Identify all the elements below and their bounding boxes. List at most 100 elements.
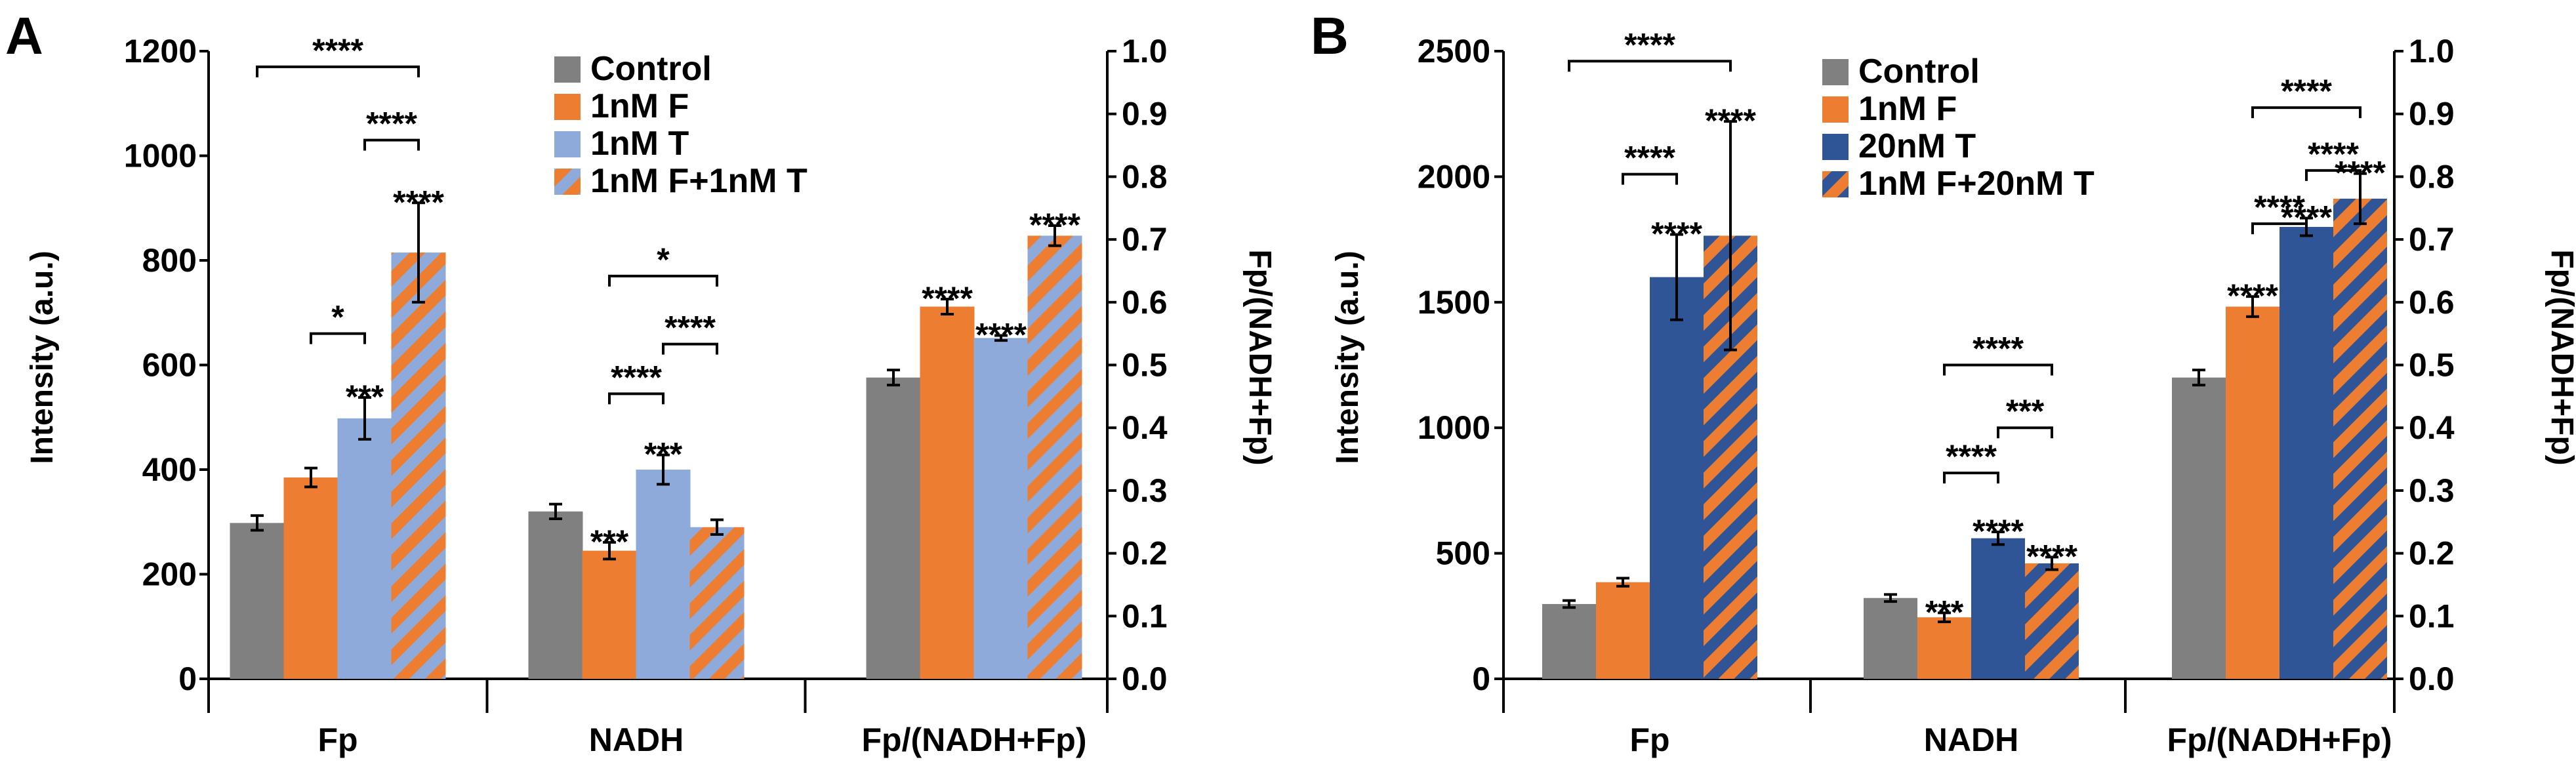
panel-label: A [5, 7, 43, 65]
legend-label: 1nM F [590, 87, 689, 125]
y-tick-label: 1000 [124, 138, 197, 174]
x-category-labels: Fp NADH Fp/(NADH+Fp) [317, 721, 1086, 758]
error-bars [1563, 120, 2367, 624]
bracket-label: **** [1973, 331, 2024, 367]
y-tick-label: 1500 [1418, 284, 1490, 321]
legend-item: 1nM F [1822, 90, 1957, 128]
bar-nadh-2 [636, 470, 691, 679]
error-bar [2045, 556, 2058, 571]
significance-label: **** [2335, 155, 2386, 192]
y2-tick-labels: 0.0 0.1 0.2 0.3 0.4 0.5 0.6 0.7 0.8 0.9 1.0 [2409, 33, 2455, 697]
bracket-label: * [331, 299, 344, 336]
bar-fp-nadh-fp--1 [920, 306, 975, 679]
y2-tick-label: 0.2 [2409, 535, 2455, 572]
bars [1542, 198, 2387, 679]
error-bar [251, 514, 264, 532]
legend-item: 1nM F+20nM T [1822, 165, 2095, 203]
error-bar [1563, 599, 1576, 609]
x-category-label: Fp [1629, 721, 1669, 758]
error-bar [304, 466, 317, 489]
significance-label: **** [975, 317, 1027, 354]
y2-tick-label: 0.5 [2409, 347, 2455, 384]
y-tick-label: 0 [1472, 660, 1490, 697]
error-bar [710, 518, 724, 536]
bar-fp-0 [230, 523, 285, 679]
y2-tick-label: 0.0 [2409, 660, 2455, 697]
y-tick-label: 2500 [1418, 33, 1490, 70]
error-bar [941, 298, 954, 315]
error-bar [994, 334, 1008, 342]
y-tick-label: 400 [142, 451, 197, 488]
bracket-label: **** [2308, 136, 2359, 172]
bracket-label: **** [1624, 140, 1675, 176]
significance-label: **** [922, 280, 973, 317]
y-tick-label: 200 [142, 556, 197, 593]
y-tick-label: 1200 [124, 33, 197, 70]
significance-bracket: **** [662, 310, 718, 355]
y2-tick-label: 0.2 [1122, 535, 1168, 572]
error-bar [603, 540, 616, 561]
bar-nadh-0 [528, 511, 583, 679]
y2-tick-label: 0.5 [1122, 347, 1168, 384]
error-bars [251, 201, 1061, 561]
bar-fp-0 [1542, 603, 1596, 679]
y2-tick-label: 0.3 [1122, 472, 1168, 509]
error-bar [1992, 531, 2005, 546]
y-tick-labels: 0 500 1000 1500 2000 2500 [1418, 33, 1490, 697]
y2-tick-label: 0.9 [2409, 96, 2455, 132]
bar-fp-2 [337, 418, 392, 679]
significance-bracket: **** [2251, 73, 2361, 119]
significance-label: **** [2281, 199, 2332, 236]
significance-label: *** [644, 436, 683, 473]
bar-fp-nadh-fp--3 [2333, 198, 2387, 679]
y2-tick-label: 0.8 [1122, 158, 1168, 195]
x-category-labels: Fp NADH Fp/(NADH+Fp) [1629, 721, 2392, 758]
y2-tick-labels: 0.0 0.1 0.2 0.3 0.4 0.5 0.6 0.7 0.8 0.9 1.0 [1122, 33, 1168, 697]
error-bar [1884, 593, 1897, 603]
significance-bracket: **** [1622, 140, 1678, 185]
y2-tick-label: 0.7 [2409, 221, 2455, 258]
significance-label: **** [393, 184, 444, 220]
y2-tick-label: 0.9 [1122, 96, 1168, 132]
significance-label: **** [1973, 513, 2024, 550]
x-category-label: Fp/(NADH+Fp) [2167, 721, 2392, 758]
y2-tick-label: 0.3 [2409, 472, 2455, 509]
y2-tick-label: 0.1 [2409, 598, 2455, 634]
legend-item: Control [554, 50, 712, 88]
y-tick-label: 1000 [1418, 409, 1490, 446]
bracket-label: **** [312, 32, 363, 69]
significance-brackets: **************************** [256, 32, 718, 405]
x-category-label: NADH [589, 721, 684, 758]
significance-labels: ************************* [346, 184, 1081, 560]
error-bar [549, 502, 562, 520]
legend-swatch [554, 56, 581, 83]
error-bar [412, 201, 425, 304]
significance-bracket: * [608, 241, 718, 287]
significance-bracket: **** [1943, 438, 1999, 484]
y2-tick-label: 0.6 [2409, 284, 2455, 321]
significance-label: *** [1925, 594, 1964, 630]
significance-bracket: **** [2305, 136, 2361, 181]
y2-tick-label: 0.4 [2409, 409, 2455, 446]
y2-tick-label: 0.0 [1122, 660, 1168, 697]
y-tick-labels: 0 200 400 600 800 1000 1200 [124, 33, 197, 697]
bar-nadh-0 [1864, 598, 1917, 679]
legend-swatch [554, 131, 581, 157]
error-bar [2246, 295, 2259, 318]
bar-nadh-3 [689, 527, 745, 679]
x-category-label: Fp/(NADH+Fp) [862, 721, 1087, 758]
bars [230, 235, 1082, 679]
bracket-label: * [657, 241, 670, 278]
panel-b: B Intensity (a.u.) Fp/(NADH+Fp) 0 500 1000… [1311, 7, 2576, 758]
error-bar [1724, 120, 1737, 352]
significance-bracket: * [310, 299, 366, 344]
bracket-label: **** [2281, 73, 2332, 110]
legend-label: Control [590, 50, 712, 88]
significance-label: **** [2026, 538, 2077, 575]
bracket-label: **** [611, 359, 662, 395]
legend-label: 1nM F+20nM T [1858, 165, 2095, 203]
y2-tick-label: 1.0 [2409, 33, 2455, 70]
y2-tick-label: 0.4 [1122, 409, 1168, 446]
legend-label: 1nM F [1858, 90, 1957, 128]
error-bar [2192, 369, 2205, 387]
